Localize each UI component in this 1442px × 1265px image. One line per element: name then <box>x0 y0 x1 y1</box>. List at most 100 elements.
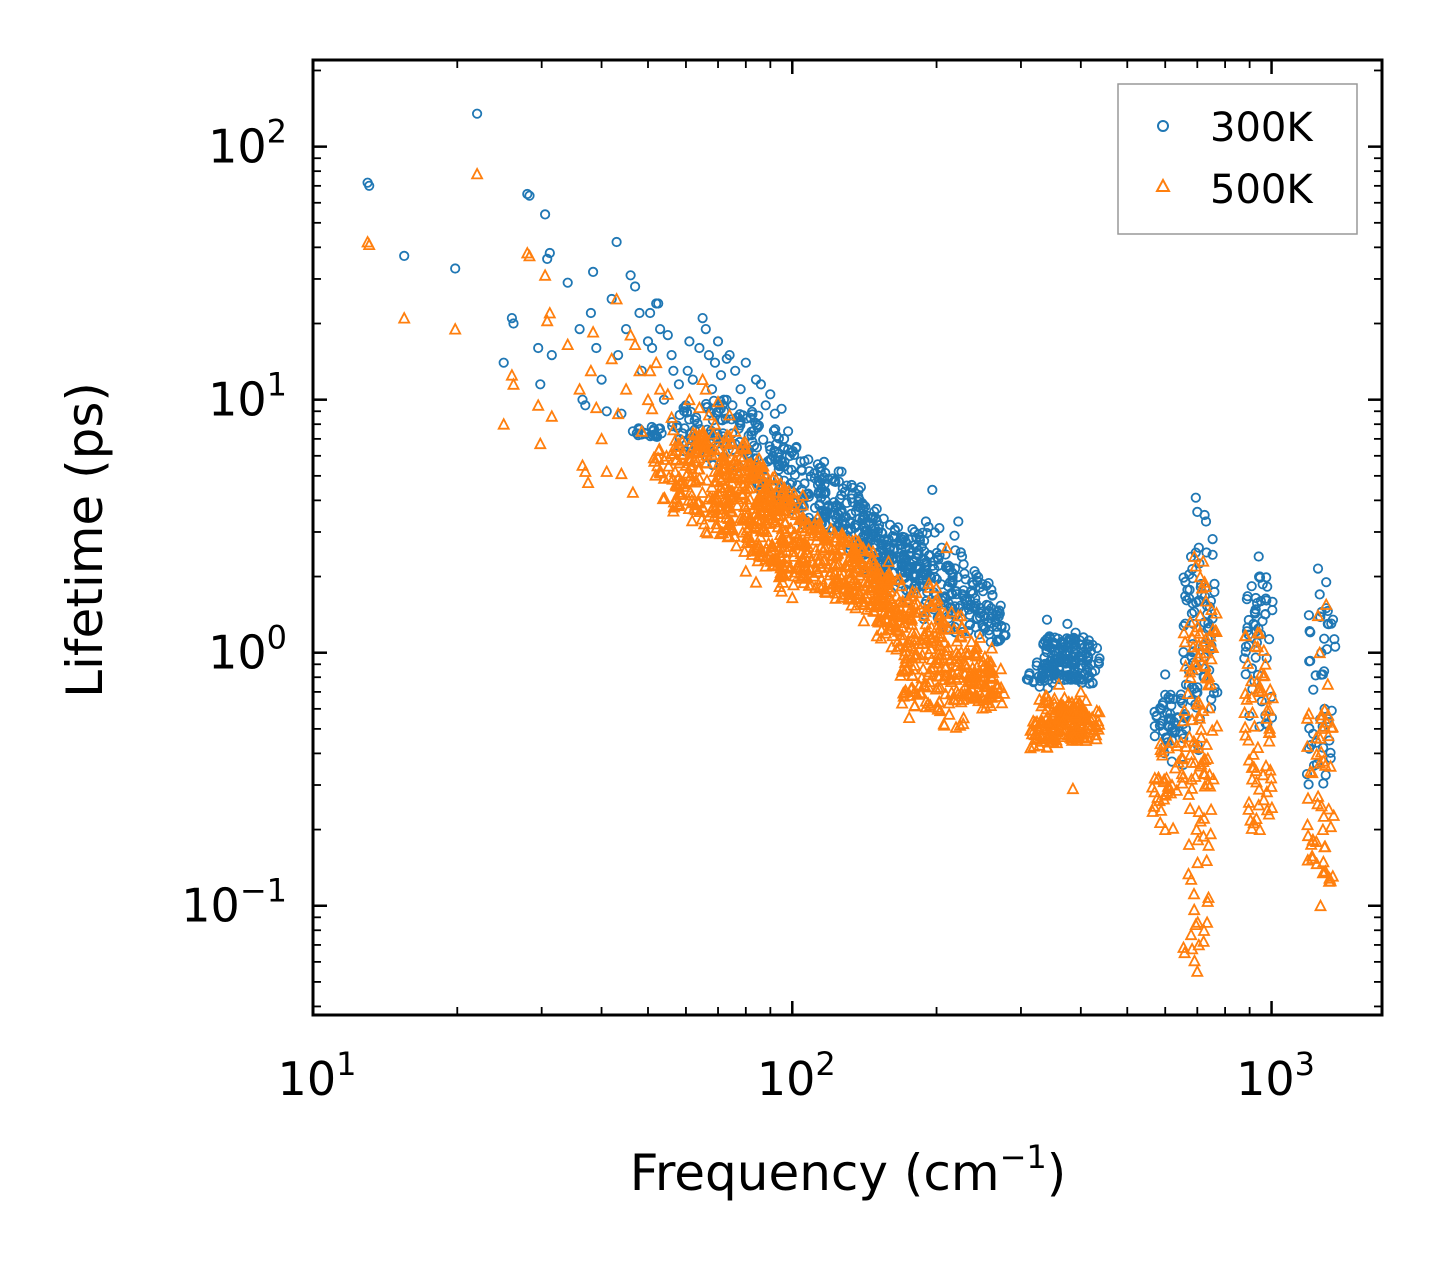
data-point <box>1192 804 1206 817</box>
data-point <box>959 645 973 658</box>
data-point <box>718 456 732 469</box>
data-point <box>914 535 926 546</box>
data-point <box>788 500 802 514</box>
data-point <box>814 559 828 572</box>
data-point <box>834 493 845 504</box>
data-point <box>908 698 922 711</box>
data-point <box>1313 645 1327 659</box>
data-point <box>708 417 722 430</box>
data-point <box>1067 637 1079 648</box>
data-point <box>951 692 965 705</box>
data-point <box>1310 670 1321 681</box>
data-point <box>1240 641 1252 652</box>
data-point <box>905 588 919 602</box>
data-point <box>743 492 757 505</box>
data-point <box>629 281 641 292</box>
data-point <box>1201 751 1215 764</box>
data-point <box>953 516 964 527</box>
data-point <box>1034 715 1048 729</box>
data-point <box>653 382 667 395</box>
data-point <box>984 698 998 711</box>
data-point <box>1198 658 1212 671</box>
data-point <box>965 634 978 647</box>
data-point <box>774 569 787 582</box>
data-point <box>755 379 767 390</box>
plot-area <box>361 108 1341 977</box>
x-tick-label: 102 <box>757 1045 836 1106</box>
data-point <box>1242 802 1256 815</box>
data-point <box>765 389 776 400</box>
data-point <box>1315 721 1329 734</box>
data-point <box>1248 719 1261 732</box>
data-point <box>774 545 788 558</box>
data-point <box>1190 657 1204 671</box>
data-point <box>835 589 849 603</box>
data-point <box>686 431 700 445</box>
data-point <box>712 486 725 500</box>
data-point <box>1194 722 1208 735</box>
data-point <box>1177 703 1191 716</box>
data-point <box>562 277 573 288</box>
data-point <box>918 535 930 547</box>
data-point <box>684 336 695 347</box>
data-point <box>982 654 995 667</box>
data-point <box>1324 819 1338 833</box>
data-point <box>949 601 960 612</box>
data-point <box>692 462 706 475</box>
data-point <box>1072 721 1086 734</box>
data-point <box>1202 838 1216 851</box>
data-point <box>1066 781 1080 795</box>
data-point <box>1179 659 1193 672</box>
data-point <box>763 483 777 496</box>
data-point <box>1198 575 1212 588</box>
data-point <box>573 382 587 395</box>
data-point <box>915 670 929 684</box>
data-point <box>738 499 752 512</box>
data-point <box>646 342 658 354</box>
data-point <box>962 646 975 659</box>
data-point <box>750 542 764 556</box>
data-point <box>931 669 945 682</box>
x-tick-label: 103 <box>1236 1045 1315 1106</box>
data-point <box>1238 705 1252 718</box>
data-point <box>1318 703 1332 716</box>
data-point <box>860 518 871 530</box>
data-point <box>1321 677 1335 690</box>
data-point <box>1199 631 1213 644</box>
data-point <box>830 476 841 487</box>
data-point <box>756 459 770 472</box>
data-point <box>1187 902 1201 916</box>
data-point <box>470 166 484 180</box>
data-point <box>875 581 889 594</box>
data-point <box>1246 581 1257 592</box>
data-point <box>847 489 858 500</box>
data-point <box>939 660 952 674</box>
data-point <box>685 513 699 527</box>
data-point <box>1304 764 1317 777</box>
data-point <box>1044 714 1057 728</box>
data-point <box>666 422 680 436</box>
data-point <box>1253 822 1267 835</box>
data-point <box>524 190 535 201</box>
data-point <box>762 498 776 512</box>
data-point <box>1196 703 1210 716</box>
data-point <box>1193 626 1206 639</box>
data-point <box>1194 730 1208 743</box>
legend-label-500k: 500K <box>1210 167 1314 213</box>
data-point <box>1185 630 1199 644</box>
data-point <box>908 658 922 671</box>
data-point <box>1157 715 1168 727</box>
y-tick-label: 100 <box>208 619 287 680</box>
data-point <box>1181 686 1195 699</box>
data-point <box>937 718 951 731</box>
data-point <box>1251 740 1265 753</box>
data-point <box>1240 669 1251 680</box>
data-point <box>1192 937 1206 951</box>
data-point <box>1048 691 1061 704</box>
data-point <box>890 572 904 586</box>
data-point <box>916 662 930 675</box>
data-point <box>915 647 929 661</box>
data-point <box>879 573 893 586</box>
data-point <box>767 469 781 483</box>
data-point <box>885 541 896 552</box>
